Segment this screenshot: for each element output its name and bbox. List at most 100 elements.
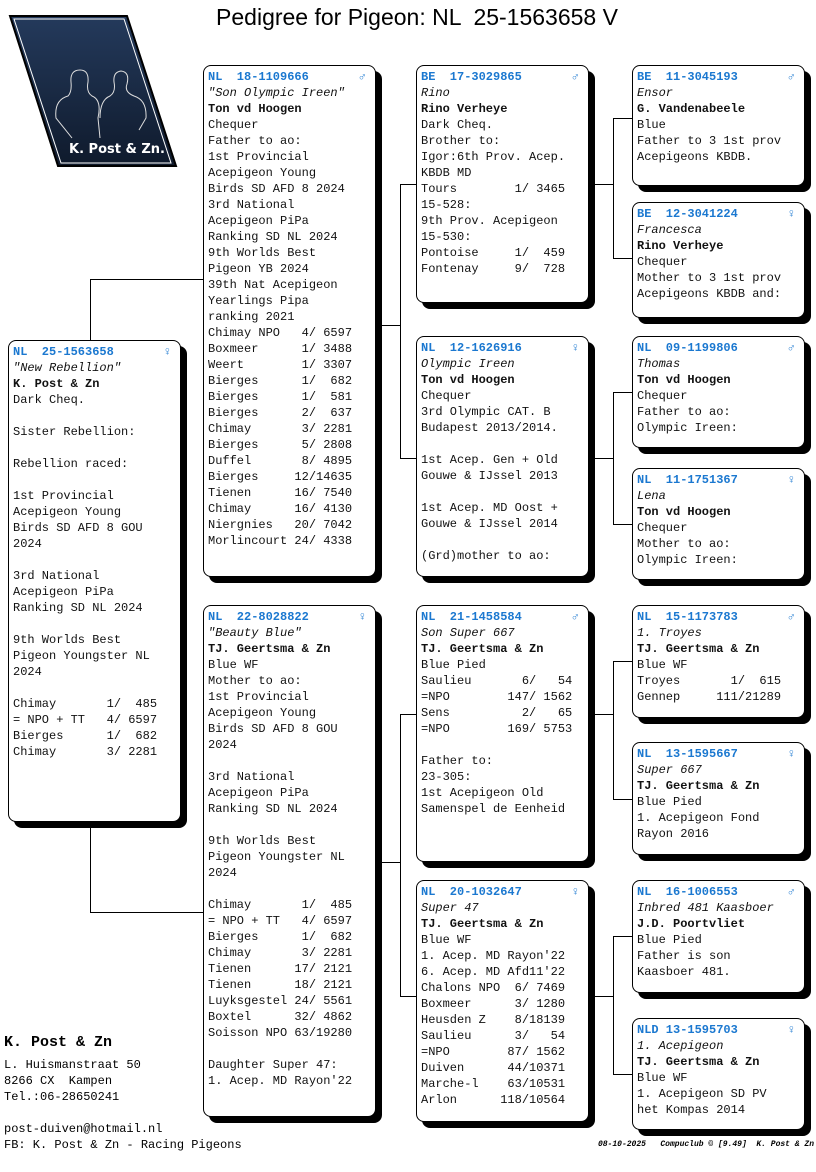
pigeon-info-line: Chimay 3/ 2281 [208,946,353,960]
pigeon-card-dam[interactable]: NL 22-8028822 ♀ "Beauty Blue" TJ. Geertsma … [203,605,376,1117]
pigeon-owner: Rino Verheye [637,239,724,253]
pigeon-name: Son Super 667 [421,626,515,640]
pigeon-info-line: 1. Acepigeon SD PV [637,1087,767,1101]
pigeon-card-sdd[interactable]: NL 11-1751367 ♀ Lena Ton vd Hoogen Chequer Mo… [632,468,805,580]
female-icon: ♀ [571,341,579,355]
pigeon-info-line: Tienen 16/ 7540 [208,486,353,500]
pigeon-info-line: Bierges 2/ 637 [208,406,353,420]
pigeon-info-line: 9th Prov. Acepigeon [421,214,558,228]
ring-header: BE 11-3045193 ♂ [637,69,801,85]
breeder-name: K. Post & Zn [4,1034,113,1051]
pigeon-card-sire-dam[interactable]: NL 12-1626916 ♀ Olympic Ireen Ton vd Hoogen… [416,336,589,577]
pigeon-info-line: Morlincourt 24/ 4338 [208,534,353,548]
female-icon: ♀ [571,885,579,899]
ring-number: NL 18-1109666 [208,70,309,84]
ring-header: BE 17-3029865 ♂ [421,69,585,85]
pigeon-info-line: 6. Acep. MD Afd11'22 [421,965,566,979]
ring-header: BE 12-3041224 ♀ [637,206,801,222]
male-icon: ♂ [787,885,795,899]
male-icon: ♂ [571,70,579,84]
pigeon-info-line: Blue Pied [637,795,702,809]
pigeon-card-ddd[interactable]: NLD 13-1595703 ♀ 1. Acepigeon TJ. Geertsma … [632,1018,805,1130]
connector [613,258,632,259]
pigeon-info-line: Marche-l 63/10531 [421,1077,566,1091]
pigeon-info-line: Acepigeon Young [13,505,122,519]
pigeon-info-line: Acepigeon PiPa [208,786,309,800]
pigeon-info-line [13,440,177,456]
pigeon-owner: Rino Verheye [421,102,508,116]
pigeon-name: Ensor [637,86,674,100]
pigeon-name: Thomas [637,357,681,371]
pigeon-info-line: 15-530: [421,230,472,244]
pigeon-info-line: =NPO 169/ 5753 [421,722,573,736]
pigeon-owner: TJ. Geertsma & Zn [637,1055,760,1069]
pigeon-info-line: 2024 [208,738,237,752]
ring-number: BE 11-3045193 [637,70,738,84]
pigeon-info-line: 1st Acep. Gen + Old [421,453,558,467]
pigeon-info-line: Chequer [421,389,472,403]
pigeon-name: "Beauty Blue" [208,626,302,640]
connector [613,392,632,393]
pigeon-card-sds[interactable]: NL 09-1199806 ♂ Thomas Ton vd Hoogen Chequer… [632,336,805,448]
pigeon-info-line: Father to 3 1st prov [637,134,782,148]
pigeon-owner: J.D. Poortvliet [637,917,746,931]
pigeon-info-line [208,817,372,833]
pigeon-info-line: Brother to: [421,134,501,148]
pigeon-info-line: Blue WF [421,933,472,947]
pigeon-card-sss[interactable]: BE 11-3045193 ♂ Ensor G. Vandenabeele Blue Fa… [632,65,805,186]
pigeon-info-line: Acepigeon Young [208,706,317,720]
connector [595,458,613,459]
pigeon-info-line: Sister Rebellion: [13,425,136,439]
pigeon-info-line: Birds SD AFD 8 GOU [13,521,143,535]
pigeon-info-line: Niergnies 20/ 7042 [208,518,353,532]
pigeon-card-dam-sire[interactable]: NL 21-1458584 ♂ Son Super 667 TJ. Geertsma … [416,605,589,862]
connector [400,184,401,459]
connector [613,524,632,525]
pigeon-card-dsd[interactable]: NL 13-1595667 ♀ Super 667 TJ. Geertsma & Zn… [632,742,805,855]
pigeon-info-line: Boxmeer 1/ 3488 [208,342,353,356]
pigeon-card-dam-dam[interactable]: NL 20-1032647 ♀ Super 47 TJ. Geertsma & Zn B… [416,880,589,1122]
pigeon-info-line [13,408,177,424]
pigeon-info-line: het Kompas 2014 [637,1103,746,1117]
pigeon-info-line: Acepigeons KBDB. [637,150,753,164]
pigeon-card-sire-sire[interactable]: BE 17-3029865 ♂ Rino Rino Verheye Dark Cheq.… [416,65,589,303]
connector [400,714,401,996]
pigeon-info-line: Tours 1/ 3465 [421,182,566,196]
pigeon-info-line: Saulieu 6/ 54 [421,674,573,688]
pigeon-info-line [421,532,585,548]
pigeon-info-line: 15-528: [421,198,472,212]
connector [613,661,632,662]
female-icon: ♀ [163,345,171,359]
breeder-city: 8266 CX Kampen [4,1074,113,1088]
pigeon-info-line: Sens 2/ 65 [421,706,573,720]
pigeon-info-line: Birds SD AFD 8 2024 [208,182,345,196]
pigeon-card-ssd[interactable]: BE 12-3041224 ♀ Francesca Rino Verheye Chequ… [632,202,805,318]
pigeon-info-line [421,436,585,452]
pigeon-info-line [13,552,177,568]
pigeon-card-dss[interactable]: NL 15-1173783 ♂ 1. Troyes TJ. Geertsma & Zn… [632,605,805,718]
pigeon-info-line: Olympic Ireen: [637,421,738,435]
pigeon-info-line: Boxtel 32/ 4862 [208,1010,353,1024]
pigeon-info-line: Pigeon Youngster NL [208,850,345,864]
connector [400,458,416,459]
pigeon-info-line: Blue WF [637,1071,688,1085]
pigeon-card-sire[interactable]: NL 18-1109666 ♂ "Son Olympic Ireen" Ton vd … [203,65,376,577]
ring-number: NL 25-1563658 [13,345,114,359]
pigeon-info-line: Pontoise 1/ 459 [421,246,566,260]
pigeon-info-line: Tienen 17/ 2121 [208,962,353,976]
pigeon-info-line: 1st Provincial [13,489,114,503]
pigeon-name: 1. Troyes [637,626,702,640]
pigeon-card-dds[interactable]: NL 16-1006553 ♂ Inbred 481 Kaasboer J.D. Po… [632,880,805,993]
pigeon-info-line: 1st Provincial [208,690,309,704]
pigeon-name: Super 667 [637,763,702,777]
pigeon-info-line: Chimay 1/ 485 [13,697,158,711]
breeder-address: L. Huismanstraat 50 [4,1058,141,1072]
pigeon-info-line: =NPO 87/ 1562 [421,1045,566,1059]
pigeon-info-line [208,753,372,769]
pigeon-info-line: 39th Nat Acepigeon [208,278,338,292]
breeder-email[interactable]: post-duiven@hotmail.nl [4,1122,163,1136]
pigeon-owner: K. Post & Zn [13,377,100,391]
print-stamp: 08-10-2025 Compuclub © [9.49] K. Post & … [597,1140,814,1149]
pigeon-owner: Ton vd Hoogen [637,505,731,519]
pigeon-card-subject[interactable]: NL 25-1563658 ♀ "New Rebellion" K. Post & Z… [8,340,181,822]
